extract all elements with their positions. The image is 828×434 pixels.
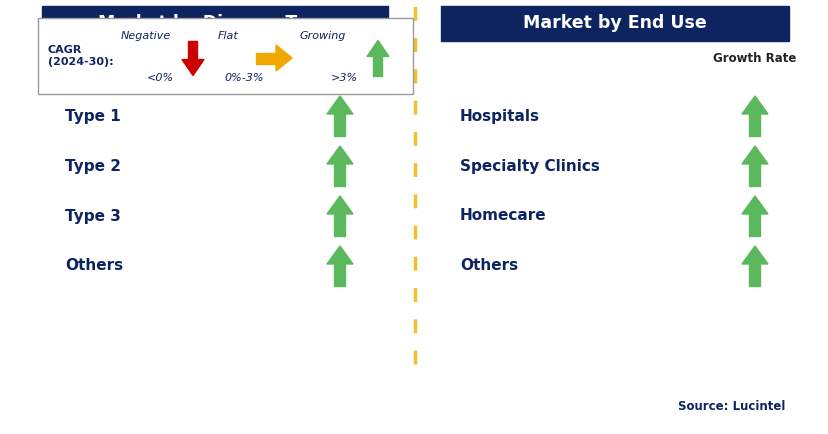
Text: Others: Others — [460, 259, 518, 273]
Text: Type 2: Type 2 — [65, 158, 121, 174]
Text: Growth Rate: Growth Rate — [298, 53, 381, 66]
Text: Growth Rate: Growth Rate — [712, 53, 796, 66]
Text: 0%-3%: 0%-3% — [224, 73, 263, 83]
Polygon shape — [741, 96, 767, 114]
Text: Type 1: Type 1 — [65, 108, 121, 124]
Bar — [334, 214, 345, 236]
Bar — [373, 56, 382, 76]
Polygon shape — [326, 246, 353, 264]
Text: Market by Disease Type: Market by Disease Type — [99, 14, 331, 33]
Bar — [334, 264, 345, 286]
Polygon shape — [326, 96, 353, 114]
Text: <0%: <0% — [147, 73, 173, 83]
Bar — [334, 114, 345, 136]
Polygon shape — [741, 196, 767, 214]
Bar — [188, 40, 197, 59]
Polygon shape — [326, 196, 353, 214]
Bar — [749, 264, 759, 286]
Text: Source: Lucintel: Source: Lucintel — [676, 400, 784, 412]
Polygon shape — [367, 40, 388, 56]
FancyBboxPatch shape — [38, 18, 412, 94]
Text: Specialty Clinics: Specialty Clinics — [460, 158, 599, 174]
Bar — [749, 164, 759, 186]
Text: Others: Others — [65, 259, 123, 273]
Text: Hospitals: Hospitals — [460, 108, 539, 124]
Bar — [749, 114, 759, 136]
Text: Homecare: Homecare — [460, 208, 546, 224]
Bar — [440, 6, 788, 41]
Bar — [256, 53, 276, 63]
Text: >3%: >3% — [330, 73, 357, 83]
Polygon shape — [741, 146, 767, 164]
Text: Flat: Flat — [218, 31, 238, 41]
Bar — [334, 164, 345, 186]
Text: Growing: Growing — [300, 31, 346, 41]
Polygon shape — [276, 45, 291, 71]
Bar — [42, 6, 388, 41]
Bar — [749, 214, 759, 236]
Polygon shape — [326, 146, 353, 164]
Polygon shape — [741, 246, 767, 264]
Polygon shape — [182, 59, 204, 76]
Text: Type 3: Type 3 — [65, 208, 121, 224]
Text: CAGR
(2024-30):: CAGR (2024-30): — [48, 45, 113, 67]
Text: Negative: Negative — [121, 31, 171, 41]
Text: Market by End Use: Market by End Use — [522, 14, 706, 33]
